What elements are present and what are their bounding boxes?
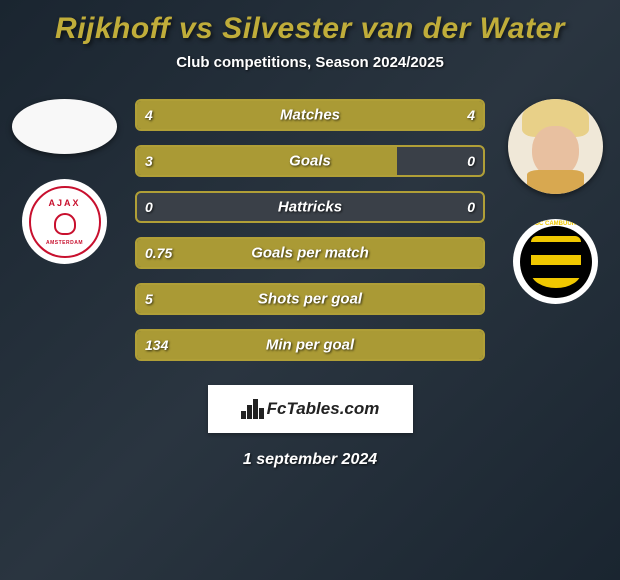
stat-value-left: 5 [145,291,153,307]
stat-label: Min per goal [266,337,354,354]
stat-bars: Matches 4 4 Goals 3 0 Hattricks 0 0 Goals per mat… [135,99,485,361]
player1-club-logo: AJAX AMSTERDAM [22,179,107,264]
club2-name: SC CAMBUUR [535,221,576,227]
watermark: FcTables.com [208,385,413,433]
stat-row-goals: Goals 3 0 [135,145,485,177]
player2-club-logo: SC CAMBUUR [513,219,598,304]
subtitle: Club competitions, Season 2024/2025 [176,54,444,71]
stat-row-hattricks: Hattricks 0 0 [135,191,485,223]
stat-value-left: 134 [145,337,168,353]
stat-row-goals-per-match: Goals per match 0.75 [135,237,485,269]
stat-value-left: 0.75 [145,245,172,261]
stat-label: Goals per match [251,245,369,262]
stat-row-matches: Matches 4 4 [135,99,485,131]
player2-photo [508,99,603,194]
stat-value-left: 4 [145,107,153,123]
stat-row-min-per-goal: Min per goal 134 [135,329,485,361]
stat-label: Matches [280,107,340,124]
page-title: Rijkhoff vs Silvester van der Water [55,12,565,46]
club1-name-bot: AMSTERDAM [46,240,83,246]
stat-value-right: 0 [467,153,475,169]
bar-fill-left [137,147,397,175]
right-player-col: SC CAMBUUR [503,99,608,304]
watermark-text: FcTables.com [267,399,380,419]
club1-name-top: AJAX [48,198,80,208]
fctables-icon [241,399,263,419]
stat-label: Hattricks [278,199,342,216]
stat-value-left: 0 [145,199,153,215]
stat-label: Goals [289,153,331,170]
stat-row-shots-per-goal: Shots per goal 5 [135,283,485,315]
left-player-col: AJAX AMSTERDAM [12,99,117,264]
date-label: 1 september 2024 [243,451,377,469]
player1-photo [12,99,117,154]
stat-value-left: 3 [145,153,153,169]
comparison-row: AJAX AMSTERDAM Matches44Goals30Hattricks… [0,99,620,361]
stat-value-right: 4 [467,107,475,123]
stat-value-right: 0 [467,199,475,215]
stat-label: Shots per goal [258,291,362,308]
